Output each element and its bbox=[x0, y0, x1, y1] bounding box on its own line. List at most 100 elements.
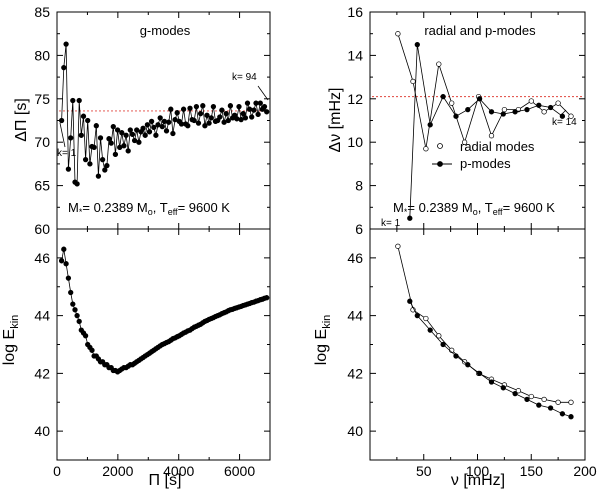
panel-ekin-frequency: 40 42 44 46 50 100 150 200 log Ekin ν [mHz] bbox=[313, 228, 597, 489]
data-point bbox=[227, 103, 234, 109]
data-point bbox=[146, 129, 153, 135]
x-tick-label: 0 bbox=[53, 463, 61, 479]
data-point bbox=[440, 341, 446, 348]
data-point bbox=[414, 312, 420, 319]
data-point bbox=[225, 117, 231, 124]
data-point bbox=[97, 135, 104, 141]
data-point bbox=[528, 393, 534, 400]
data-point bbox=[488, 133, 495, 139]
data-point bbox=[82, 156, 89, 163]
data-point bbox=[70, 97, 76, 104]
data-point bbox=[423, 315, 429, 322]
data-point bbox=[163, 128, 170, 134]
x-tick-label: 150 bbox=[520, 463, 544, 479]
data-point bbox=[65, 275, 72, 281]
data-point bbox=[104, 162, 110, 169]
x-axis-label: ν [mHz] bbox=[451, 472, 505, 489]
data-point bbox=[187, 105, 193, 111]
data-point bbox=[423, 146, 429, 152]
y-tick-label: 60 bbox=[34, 221, 50, 237]
annotation-pointer bbox=[559, 109, 567, 117]
data-point bbox=[74, 181, 80, 187]
solar-subscript: o bbox=[148, 207, 153, 217]
data-point bbox=[559, 411, 566, 417]
data-point bbox=[76, 318, 82, 325]
data-point bbox=[166, 119, 172, 125]
y-tick-label: 42 bbox=[347, 365, 363, 381]
teff-label: , T bbox=[153, 200, 168, 215]
data-point bbox=[568, 414, 574, 420]
data-point bbox=[63, 261, 69, 267]
mass-label: M bbox=[68, 200, 79, 215]
data-point bbox=[240, 110, 246, 117]
data-point bbox=[129, 131, 136, 138]
panel-title: g-modes bbox=[140, 23, 191, 38]
data-point bbox=[395, 31, 401, 37]
data-point bbox=[204, 112, 210, 118]
data-point bbox=[555, 399, 561, 405]
data-point bbox=[72, 307, 78, 313]
data-point bbox=[515, 388, 522, 394]
mass-subscript: * bbox=[404, 207, 408, 217]
data-point bbox=[238, 116, 244, 123]
data-point bbox=[512, 390, 518, 397]
data-point bbox=[63, 41, 69, 47]
teff-value: = 9600 K bbox=[178, 200, 231, 215]
data-point bbox=[68, 135, 74, 141]
data-point bbox=[65, 166, 72, 172]
plot-area: 6 8 10 12 14 16 bbox=[347, 4, 586, 237]
data-point bbox=[200, 103, 206, 109]
y-tick-label: 44 bbox=[34, 308, 50, 324]
data-point bbox=[112, 151, 119, 158]
annotation-pointer bbox=[59, 122, 66, 148]
data-point bbox=[407, 298, 413, 304]
y-axis-label: ΔΠ [s] bbox=[13, 98, 30, 142]
x-tick-label: 50 bbox=[416, 463, 432, 479]
data-point bbox=[61, 64, 67, 71]
data-point bbox=[125, 148, 131, 154]
data-point bbox=[453, 113, 459, 119]
x-tick-label: 6000 bbox=[224, 463, 255, 479]
teff-label: , T bbox=[478, 200, 493, 215]
y-tick-label: 42 bbox=[34, 365, 50, 381]
plot-area: 40 42 44 46 50 100 150 200 bbox=[347, 229, 597, 479]
data-point bbox=[257, 100, 263, 106]
data-point bbox=[174, 110, 180, 116]
data-point bbox=[140, 125, 146, 131]
data-point bbox=[123, 132, 129, 138]
data-point bbox=[85, 117, 91, 124]
y-tick-label: 44 bbox=[347, 308, 363, 324]
data-point bbox=[223, 110, 229, 117]
data-point bbox=[136, 139, 142, 145]
data-point bbox=[440, 93, 446, 100]
data-point bbox=[500, 385, 506, 391]
data-point bbox=[78, 132, 84, 138]
data-point bbox=[151, 124, 157, 131]
data-point bbox=[476, 370, 483, 377]
data-point bbox=[488, 379, 495, 385]
data-point bbox=[110, 123, 116, 130]
data-point bbox=[142, 132, 148, 138]
series-line bbox=[409, 301, 572, 418]
data-point bbox=[58, 258, 65, 264]
data-point bbox=[161, 118, 168, 125]
panel-radial-p-modes: 6 8 10 12 14 16 radial and p-modes M*= 0.2389… bbox=[327, 4, 586, 237]
data-point bbox=[127, 127, 133, 133]
x-axis-label: Π [s] bbox=[149, 472, 182, 489]
mass-subscript: * bbox=[79, 207, 83, 217]
teff-subscript: eff bbox=[493, 207, 503, 217]
data-point bbox=[234, 116, 240, 122]
y-tick-label: 46 bbox=[347, 250, 363, 266]
data-point bbox=[144, 122, 151, 128]
data-point bbox=[197, 110, 204, 117]
y-tick-label: 6 bbox=[355, 221, 363, 237]
data-point bbox=[153, 132, 159, 138]
plot-area: 40 42 44 46 0 2000 4000 6000 bbox=[34, 229, 270, 479]
legend-label-p: p-modes bbox=[460, 156, 511, 171]
mass-label: M bbox=[393, 200, 404, 215]
data-point bbox=[108, 140, 114, 146]
data-point bbox=[407, 215, 413, 221]
data-point bbox=[541, 396, 547, 403]
data-point bbox=[536, 402, 542, 408]
data-point bbox=[524, 106, 530, 113]
